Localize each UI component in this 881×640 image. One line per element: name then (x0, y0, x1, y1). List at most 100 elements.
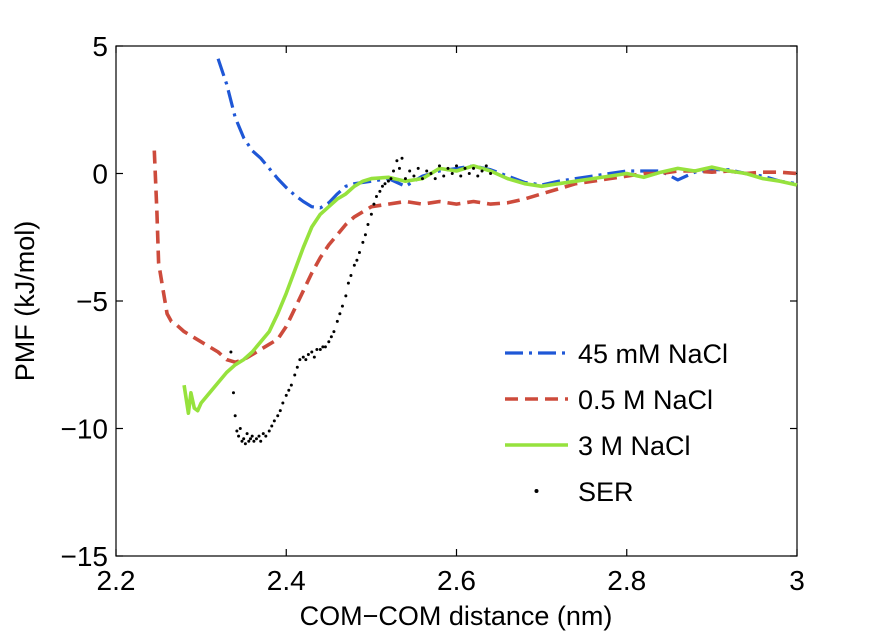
data-point-ser (254, 437, 258, 441)
data-point-ser (301, 355, 305, 359)
x-tick-label: 3 (789, 565, 805, 596)
series-line-0-5-m-nacl (152, 150, 798, 365)
data-point-ser (369, 212, 373, 216)
series-line-3-m-nacl (182, 164, 798, 416)
data-point-ser (229, 350, 233, 354)
data-point-ser (357, 251, 361, 255)
data-point-ser (237, 434, 241, 438)
data-point-ser (304, 358, 308, 362)
data-point-ser (459, 174, 463, 178)
data-point-ser (392, 169, 396, 173)
data-point-ser (248, 437, 252, 441)
data-point-ser (442, 174, 446, 178)
data-point-ser (245, 432, 249, 436)
series-line-45-mm-nacl (216, 58, 798, 210)
data-point-ser (455, 164, 458, 168)
x-tick-label: 2.4 (267, 565, 306, 596)
data-point-ser (416, 166, 420, 170)
axis-ticks: 2.2 2.4 2.6 2.8 3 −15 −10 −5 0 5 (61, 31, 805, 596)
data-point-ser (276, 414, 280, 418)
data-point-ser (355, 258, 359, 262)
data-point-ser (289, 383, 293, 387)
data-point-ser (243, 442, 247, 446)
data-point-ser (242, 437, 246, 441)
legend-label-3-m-nacl: 3 M NaCl (578, 431, 691, 461)
data-point-ser (374, 194, 378, 198)
data-point-ser (240, 439, 244, 443)
data-point-ser (349, 274, 353, 277)
data-point-ser (332, 330, 336, 334)
data-point-ser (335, 319, 339, 323)
data-point-ser (372, 202, 376, 206)
y-tick-label: −10 (61, 414, 109, 445)
data-point-ser (318, 347, 322, 351)
data-point-ser (363, 233, 367, 237)
data-point-ser (233, 414, 237, 418)
data-point-ser (433, 177, 437, 181)
data-point-ser (489, 172, 493, 175)
data-point-ser (340, 304, 344, 308)
legend-swatch-ser (534, 489, 539, 493)
data-point-ser (321, 345, 325, 349)
data-point-ser (272, 419, 276, 423)
data-point-ser (397, 166, 401, 170)
y-tick-label: 5 (92, 31, 108, 62)
data-point-ser (252, 439, 256, 443)
data-point-ser (306, 353, 310, 357)
data-point-ser (425, 169, 429, 173)
y-tick-label: 0 (92, 159, 108, 190)
series-layer (152, 58, 798, 446)
x-axis-title: COM−COM distance (nm) (300, 601, 613, 631)
data-point-ser (346, 281, 350, 285)
data-point-ser (278, 409, 282, 413)
data-point-ser (281, 401, 285, 405)
data-point-ser (338, 312, 342, 316)
data-point-ser (329, 335, 333, 339)
data-point-ser (270, 424, 274, 428)
data-point-ser (395, 159, 399, 163)
legend-label-45-mm-nacl: 45 mM NaCl (578, 339, 728, 369)
legend-label-ser: SER (578, 477, 634, 507)
y-tick-label: −5 (76, 286, 108, 317)
data-point-ser (284, 393, 288, 397)
data-point-ser (264, 434, 268, 438)
data-point-ser (231, 391, 235, 395)
data-point-ser (467, 172, 471, 175)
series-ser (229, 156, 493, 446)
y-tick-label: −15 (61, 541, 109, 572)
data-point-ser (400, 156, 404, 160)
data-point-ser (412, 174, 416, 178)
data-point-ser (298, 358, 302, 362)
data-point-ser (310, 350, 314, 354)
data-point-ser (315, 347, 319, 351)
data-point-ser (403, 177, 407, 181)
data-point-ser (235, 429, 239, 433)
data-point-ser (312, 355, 316, 359)
data-point-ser (480, 169, 484, 173)
data-point-ser (408, 169, 412, 173)
data-point-ser (287, 388, 291, 392)
data-point-ser (344, 294, 348, 298)
data-point-ser (463, 166, 467, 170)
data-point-ser (389, 177, 393, 181)
data-point-ser (327, 340, 331, 344)
data-point-ser (247, 439, 251, 443)
data-point-ser (257, 434, 261, 438)
data-point-ser (383, 182, 387, 186)
data-point-ser (361, 240, 365, 244)
data-point-ser (267, 429, 271, 433)
data-point-ser (437, 164, 441, 168)
y-axis-title: PMF (kJ/mol) (10, 221, 40, 381)
data-point-ser (293, 373, 297, 377)
data-point-ser (472, 166, 476, 170)
data-point-ser (378, 189, 382, 193)
data-point-ser (386, 179, 390, 183)
data-point-ser (484, 164, 488, 168)
data-point-ser (450, 172, 454, 175)
x-tick-label: 2.6 (437, 565, 476, 596)
data-point-ser (238, 427, 242, 430)
data-point-ser (261, 432, 265, 436)
data-point-ser (366, 223, 370, 226)
